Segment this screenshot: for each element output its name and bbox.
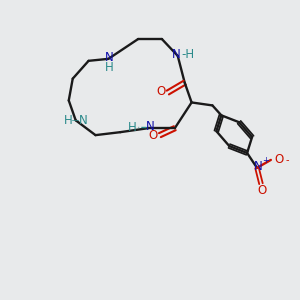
Text: -H: -H [181,48,194,62]
Text: N: N [146,120,154,133]
Text: H: H [105,61,114,74]
Text: N: N [79,114,88,127]
Text: H: H [63,114,72,127]
Text: -: - [286,155,290,165]
Text: N: N [105,51,114,64]
Text: O: O [274,153,283,167]
Text: H: H [128,121,136,134]
Text: O: O [156,85,166,98]
Text: +: + [262,156,269,165]
Text: O: O [257,184,267,197]
Text: N: N [172,48,181,62]
Text: N: N [254,160,262,173]
Text: O: O [148,129,158,142]
